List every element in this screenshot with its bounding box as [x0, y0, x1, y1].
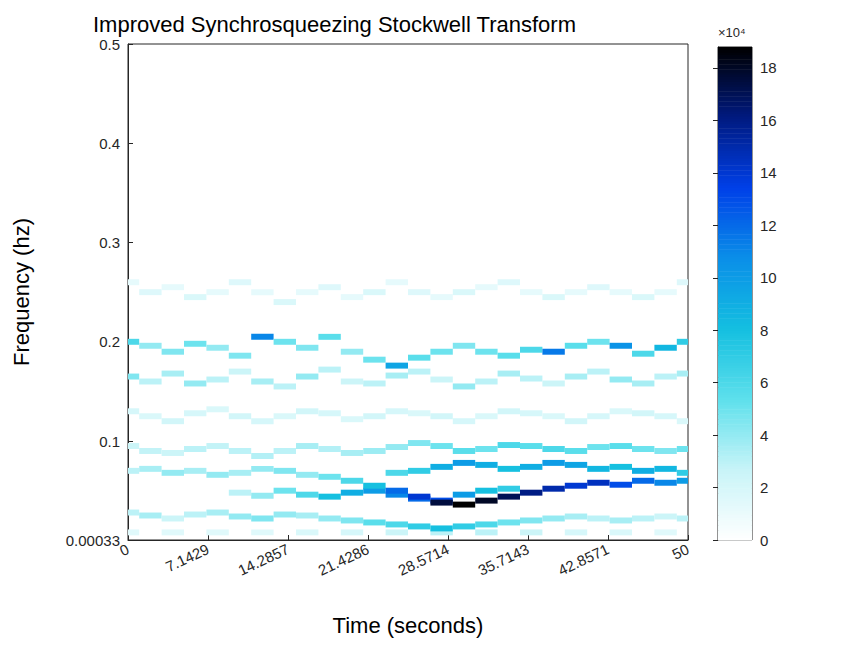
svg-text:16: 16: [760, 112, 777, 129]
svg-text:14: 14: [760, 164, 777, 181]
svg-text:12: 12: [760, 217, 777, 234]
svg-text:6: 6: [760, 374, 768, 391]
svg-text:×10⁴: ×10⁴: [718, 25, 746, 40]
svg-text:28.5714: 28.5714: [395, 540, 451, 578]
svg-text:2: 2: [760, 479, 768, 496]
svg-text:0.00033: 0.00033: [66, 532, 120, 549]
svg-text:35.7143: 35.7143: [475, 540, 531, 578]
svg-text:Time (seconds): Time (seconds): [333, 613, 484, 638]
svg-text:Improved Synchrosqueezing Stoc: Improved Synchrosqueezing Stockwell Tran…: [93, 12, 576, 37]
svg-text:21.4286: 21.4286: [315, 540, 371, 578]
svg-text:0.5: 0.5: [99, 36, 120, 53]
svg-text:8: 8: [760, 322, 768, 339]
svg-text:0.3: 0.3: [99, 234, 120, 251]
svg-text:7.1429: 7.1429: [163, 540, 212, 575]
svg-text:14.2857: 14.2857: [235, 540, 291, 578]
svg-text:42.8571: 42.8571: [555, 540, 611, 578]
svg-text:0: 0: [117, 540, 132, 559]
svg-text:50: 50: [669, 540, 691, 562]
svg-text:Frequency (hz): Frequency (hz): [9, 218, 34, 366]
svg-text:10: 10: [760, 269, 777, 286]
svg-text:4: 4: [760, 427, 768, 444]
svg-text:0: 0: [760, 532, 768, 549]
svg-text:18: 18: [760, 59, 777, 76]
svg-text:0.1: 0.1: [99, 433, 120, 450]
svg-text:0.2: 0.2: [99, 333, 120, 350]
svg-text:0.4: 0.4: [99, 135, 120, 152]
